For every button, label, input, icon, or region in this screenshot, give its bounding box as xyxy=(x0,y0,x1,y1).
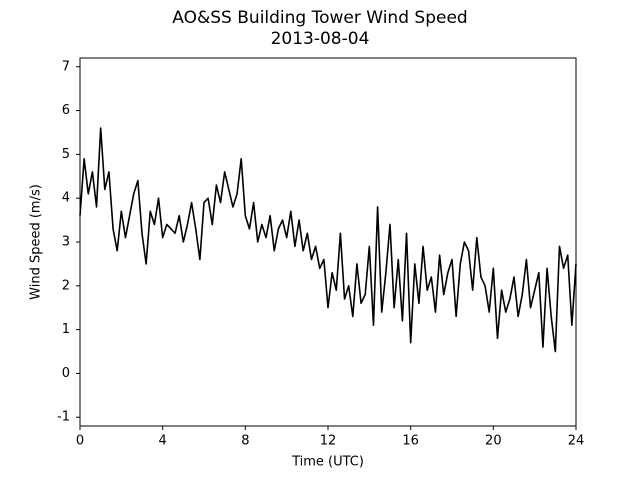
chart-subtitle: 2013-08-04 xyxy=(271,29,370,49)
y-tick-label: 4 xyxy=(62,191,70,206)
x-tick-label: 24 xyxy=(568,434,585,449)
x-tick-label: 8 xyxy=(241,434,249,449)
y-tick-label: 6 xyxy=(62,103,70,118)
plot-frame xyxy=(79,57,577,427)
x-tick-label: 0 xyxy=(76,434,84,449)
x-axis-label: Time (UTC) xyxy=(291,455,364,470)
y-tick-label: 5 xyxy=(62,147,70,162)
x-tick-label: 16 xyxy=(402,434,419,449)
y-tick-label: 0 xyxy=(62,366,70,381)
x-tick-label: 12 xyxy=(320,434,337,449)
data-line xyxy=(79,127,577,353)
chart-title: AO&SS Building Tower Wind Speed xyxy=(172,8,467,28)
x-tick-label: 4 xyxy=(159,434,167,449)
y-tick-label: 2 xyxy=(62,278,70,293)
y-axis-label: Wind Speed (m/s) xyxy=(29,184,44,300)
x-tick-label: 20 xyxy=(485,434,502,449)
y-tick-label: 1 xyxy=(62,322,70,337)
y-tick-label: 7 xyxy=(62,59,70,74)
y-tick-label: 3 xyxy=(62,235,70,250)
y-tick-label: -1 xyxy=(57,410,70,425)
